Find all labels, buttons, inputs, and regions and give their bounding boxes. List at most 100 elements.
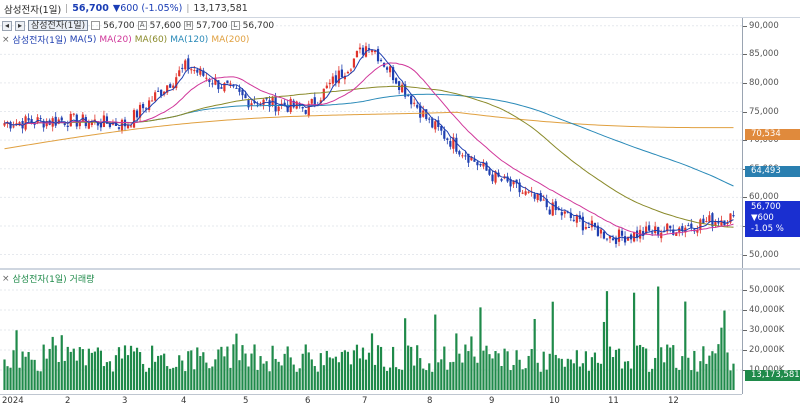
volume-bar [190,350,193,390]
volume-bar [123,345,127,390]
candle [262,97,265,110]
price-axis[interactable]: 90,00085,00080,00075,00070,00065,00060,0… [742,18,800,268]
close-value: 56,700 [242,20,275,31]
candle [461,152,464,159]
collapse-button[interactable]: ◂ [2,20,12,31]
volume-legend: × 삼성전자(1일) 거래량 [2,272,95,286]
date-axis-label: 5 [243,396,249,406]
candle [190,67,193,74]
volume-bar [578,366,581,390]
current-price: 56,700 [72,3,109,14]
volume-bar [699,361,702,390]
volume-bar [93,351,96,390]
volume-bar [672,345,675,390]
candle [36,114,39,125]
candle [629,233,633,244]
volume-bar [292,364,295,390]
volume-bar [12,350,15,390]
volume-bar [645,348,648,390]
series-selector[interactable]: 삼성전자(1일) [28,20,89,31]
candle [154,90,157,102]
price-panel[interactable]: ◂ ▸ 삼성전자(1일) 56,700 A 57,600 H 57,700 L … [0,18,742,268]
volume-bar [51,336,54,390]
price-axis-label: 80,000 [749,77,779,88]
volume-bar [66,346,69,390]
ma120-badge: 64,493 [745,166,800,177]
volume-bar [654,357,657,390]
legend-ma60[interactable]: MA(60) [134,34,168,45]
candle [581,212,584,235]
volume-bar [36,370,39,390]
volume-bar [322,365,325,390]
volume-bar [521,369,524,390]
legend-ma20[interactable]: MA(20) [99,34,132,45]
legend-ma120[interactable]: MA(120) [170,34,209,45]
candle [117,126,121,131]
volume-bar [675,367,678,390]
volume-bar [632,292,636,390]
date-axis[interactable]: 2024 2 3 4 5 6 7 8 9 10 11 12 [0,394,742,407]
volume-bar [111,371,115,390]
volume-panel[interactable]: × 삼성전자(1일) 거래량 [0,270,742,394]
candle [352,58,356,69]
volume-bar [169,368,172,390]
volume-bar [129,345,133,390]
expand-button[interactable]: ▸ [15,20,25,31]
volume-chart[interactable] [0,270,742,394]
volume-bar [419,358,422,390]
volume-bar [81,349,84,390]
volume-bar [202,352,205,390]
legend-ma5[interactable]: MA(5) [69,34,97,45]
volume-bar [289,357,292,390]
volume-bar [614,349,618,390]
candle [328,79,331,89]
volume-bar [684,301,687,390]
volume-bar [141,363,145,390]
low-value: 57,700 [196,20,228,31]
candle [60,115,63,122]
volume-bar [256,369,259,390]
volume-bar [307,352,310,390]
volume-bar [48,348,51,390]
date-axis-label: 9 [489,396,495,406]
candle [410,93,413,109]
candle [401,82,404,93]
candle [184,58,187,72]
volume-bar [554,354,557,390]
volume-bar [648,371,651,390]
candle [395,77,398,85]
volume-bar [274,358,277,390]
candle [642,226,645,240]
volume-bar [497,353,500,390]
price-chart[interactable] [0,18,742,268]
candle [175,73,178,91]
volume-bar [422,368,425,390]
candle [223,82,226,93]
candle [434,119,437,133]
volume-bar [271,345,274,390]
volume-bar [253,344,256,390]
volume-bar [379,346,383,390]
volume-legend-title[interactable]: 삼성전자(1일) 거래량 [12,275,95,285]
close-icon[interactable]: × [2,273,10,284]
date-axis-label: 2024 [2,396,24,406]
candle [42,118,45,132]
volume-bar [512,364,515,390]
volume-bar [494,351,497,390]
close-icon[interactable]: × [2,34,10,45]
volume-bar [199,356,202,390]
candle [169,82,172,88]
volume-bar [395,367,398,390]
legend-ma200[interactable]: MA(200) [211,34,250,45]
candle [503,174,506,180]
volume-bar [27,352,30,390]
volume-bar [268,371,271,390]
candle [247,98,250,110]
date-axis-label: 8 [427,396,433,406]
panel-divider[interactable] [0,268,800,270]
legend-series[interactable]: 삼성전자(1일) [12,36,67,46]
volume-bar [702,346,705,390]
volume-bar [3,359,6,390]
candle [666,222,669,235]
